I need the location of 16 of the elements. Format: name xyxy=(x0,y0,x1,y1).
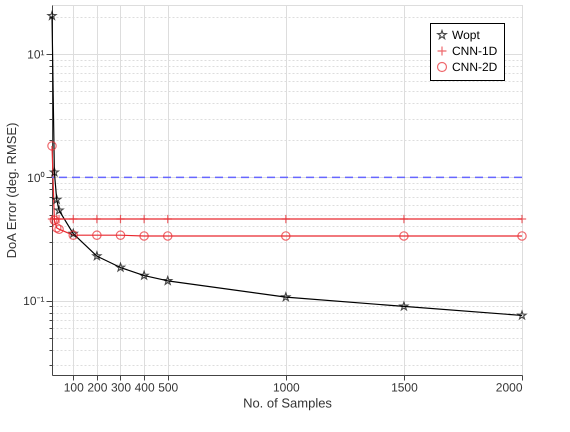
legend-label: CNN-1D xyxy=(452,44,498,58)
y-tick-label: 10⁰ xyxy=(27,170,44,185)
x-tick-label: 1000 xyxy=(272,380,300,394)
y-axis-title: DoA Error (deg. RMSE) xyxy=(4,122,20,258)
x-tick-label: 100 xyxy=(64,380,84,394)
x-axis-title: No. of Samples xyxy=(243,396,332,410)
x-tick-label: 2000 xyxy=(496,380,523,394)
y-tick-label: 10¹ xyxy=(27,48,45,62)
x-tick-label: 1500 xyxy=(391,380,418,394)
legend-label: CNN-2D xyxy=(452,60,498,74)
legend-label: Wopt xyxy=(452,28,480,42)
y-tick-label: 10⁻¹ xyxy=(23,294,45,308)
x-tick-label: 500 xyxy=(158,380,179,394)
x-tick-label: 400 xyxy=(134,380,155,394)
x-tick-label: 200 xyxy=(87,380,108,394)
x-tick-label: 300 xyxy=(110,380,132,394)
